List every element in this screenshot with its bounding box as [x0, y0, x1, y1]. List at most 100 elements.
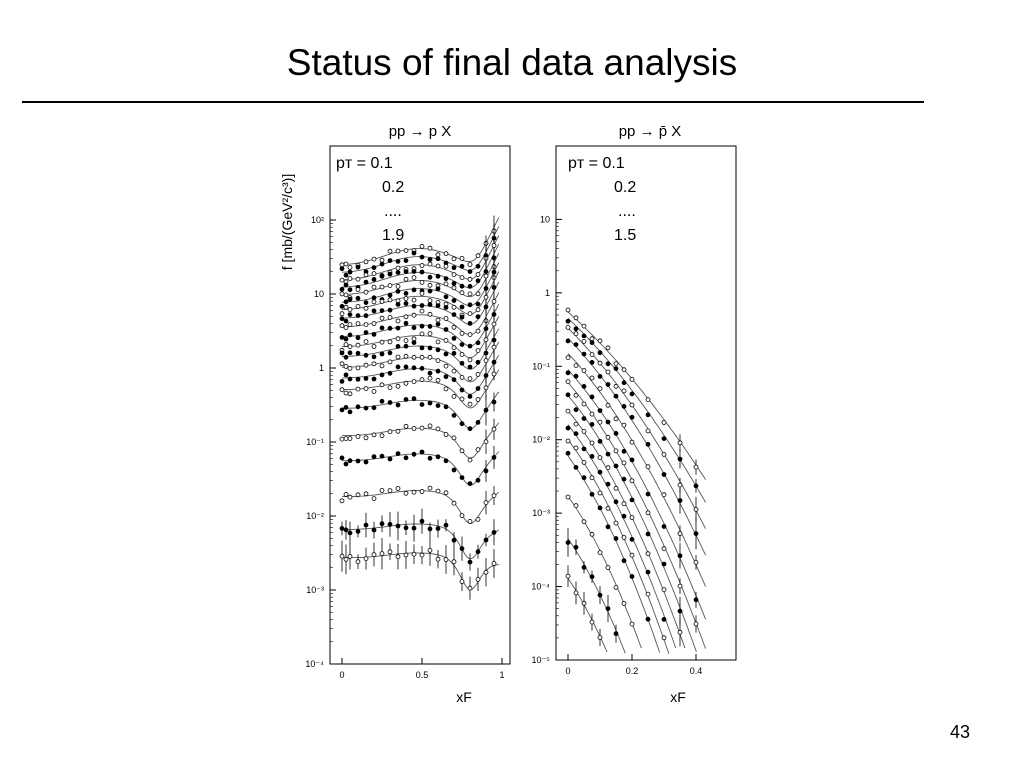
left-data-point	[419, 308, 425, 314]
right-data-point	[613, 448, 619, 454]
left-data-point	[419, 290, 425, 296]
right-data-point	[621, 367, 627, 373]
right-data-point	[597, 469, 603, 475]
left-data-point	[339, 387, 345, 393]
left-xtick-label: 0	[339, 670, 344, 680]
left-data-point	[451, 304, 457, 310]
left-data-point	[483, 385, 489, 391]
left-data-point	[443, 263, 449, 269]
left-data-point	[459, 255, 465, 261]
left-data-point	[379, 488, 385, 493]
left-data-point	[371, 552, 377, 557]
left-data-point	[395, 428, 401, 434]
left-data-point	[451, 280, 457, 286]
left-data-point	[347, 344, 353, 350]
right-data-point	[661, 420, 667, 425]
left-data-point	[371, 308, 377, 314]
left-data-point	[379, 351, 385, 357]
right-data-point	[645, 616, 651, 622]
left-data-point	[419, 552, 425, 558]
right-data-point	[629, 457, 635, 463]
right-data-point	[621, 448, 627, 454]
left-data-point	[395, 318, 401, 324]
left-data-point	[451, 312, 457, 318]
left-data-point	[403, 269, 409, 275]
left-data-point	[459, 275, 465, 281]
right-data-point	[573, 331, 579, 337]
left-data-point	[403, 490, 409, 496]
left-data-point	[347, 376, 353, 382]
left-data-point	[371, 354, 377, 360]
left-data-point	[363, 289, 369, 295]
left-data-point	[379, 382, 385, 388]
left-data-point	[451, 377, 457, 383]
left-data-point	[403, 552, 409, 558]
left-xlabel: xF	[456, 689, 472, 705]
left-data-point	[347, 458, 353, 464]
left-data-point	[363, 300, 369, 306]
right-data-point	[589, 352, 595, 358]
left-data-point	[339, 291, 345, 297]
left-ytick-label: 10⁻⁴	[305, 659, 324, 669]
left-data-point	[451, 537, 457, 543]
left-data-point	[371, 361, 377, 367]
left-fit-curve	[341, 262, 500, 307]
right-data-point	[693, 483, 699, 489]
left-data-point	[451, 350, 457, 356]
right-data-point	[613, 430, 619, 436]
left-data-point	[459, 330, 465, 336]
left-data-point	[467, 291, 473, 297]
left-legend-line-2: ....	[384, 203, 402, 220]
right-data-point	[677, 608, 683, 614]
left-data-point	[379, 325, 385, 331]
right-data-point	[677, 482, 683, 488]
left-data-point	[363, 405, 369, 411]
left-data-point	[363, 330, 369, 335]
left-data-point	[411, 426, 417, 431]
right-data-point	[597, 505, 603, 511]
left-data-point	[427, 288, 433, 294]
left-data-point	[403, 296, 409, 301]
right-data-point	[565, 408, 571, 414]
right-data-point	[605, 402, 611, 408]
left-data-point	[443, 432, 449, 437]
right-data-point	[589, 491, 595, 497]
left-data-point	[451, 265, 457, 271]
right-data-point	[565, 307, 571, 313]
left-data-point	[467, 519, 473, 524]
left-data-point	[451, 345, 457, 351]
right-data-point	[621, 403, 627, 409]
left-data-point	[491, 298, 497, 304]
left-data-point	[387, 522, 393, 527]
right-data-point	[589, 375, 595, 381]
right-data-point	[613, 383, 619, 389]
left-data-point	[403, 364, 409, 370]
right-data-point	[589, 574, 595, 580]
left-data-point	[339, 498, 345, 504]
left-data-point	[371, 256, 377, 262]
right-data-point	[661, 451, 667, 457]
right-data-point	[661, 524, 667, 529]
right-data-point	[645, 491, 651, 497]
left-data-point	[347, 264, 353, 270]
left-data-point	[343, 318, 349, 324]
left-data-point	[459, 396, 465, 402]
left-data-point	[395, 451, 401, 457]
left-data-point	[451, 285, 457, 291]
left-data-point	[475, 340, 481, 346]
left-data-point	[363, 339, 369, 345]
right-data-point	[581, 565, 587, 570]
right-data-point	[605, 606, 611, 611]
left-data-point	[371, 299, 377, 305]
right-data-point	[565, 494, 571, 500]
right-xtick-label: 0.4	[690, 666, 703, 676]
left-data-point	[467, 332, 473, 338]
left-data-point	[475, 359, 481, 365]
left-data-point	[427, 455, 433, 461]
left-data-point	[395, 383, 401, 389]
right-axis-ticks: 10⁻⁵ 10⁻⁴ 10⁻³ 10⁻² 10⁻¹ 1 10 0 0.2 0.4	[531, 214, 702, 676]
left-data-point	[339, 323, 345, 329]
left-data-point	[443, 458, 449, 464]
left-data-point	[395, 364, 401, 370]
left-data-point	[411, 489, 417, 495]
